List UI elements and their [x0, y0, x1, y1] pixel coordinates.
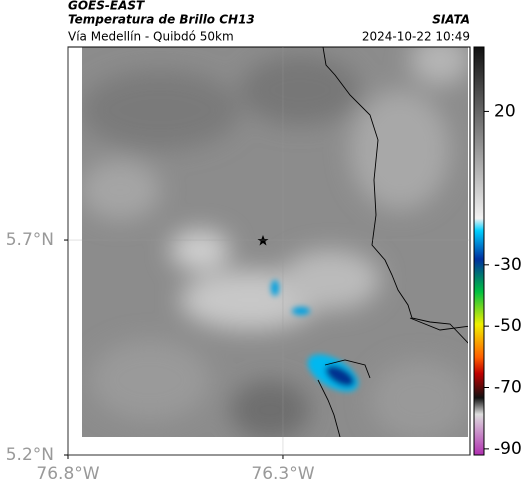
x-tick-label: 76.3°W — [251, 464, 314, 484]
colorbar-tick-label: -30 — [494, 255, 522, 275]
colorbar-tick-label: 20 — [494, 101, 516, 121]
colorbar-tick-label: -90 — [494, 439, 522, 459]
datetime: 2024-10-22 10:49 — [362, 30, 470, 44]
colorbar — [473, 46, 485, 456]
title: Temperatura de Brillo CH13 — [68, 13, 255, 27]
x-tick-label: 76.8°W — [36, 464, 99, 484]
product: GOES-EAST — [68, 0, 145, 13]
y-tick-label: 5.2°N — [6, 445, 54, 465]
source: SIATA — [432, 13, 470, 27]
colorbar-tick-label: -70 — [494, 378, 522, 398]
subtitle: Vía Medellín - Quibdó 50km — [68, 30, 234, 44]
y-tick-label: 5.7°N — [6, 230, 54, 250]
satellite-image — [82, 47, 468, 437]
colorbar-tick-label: -50 — [494, 316, 522, 336]
